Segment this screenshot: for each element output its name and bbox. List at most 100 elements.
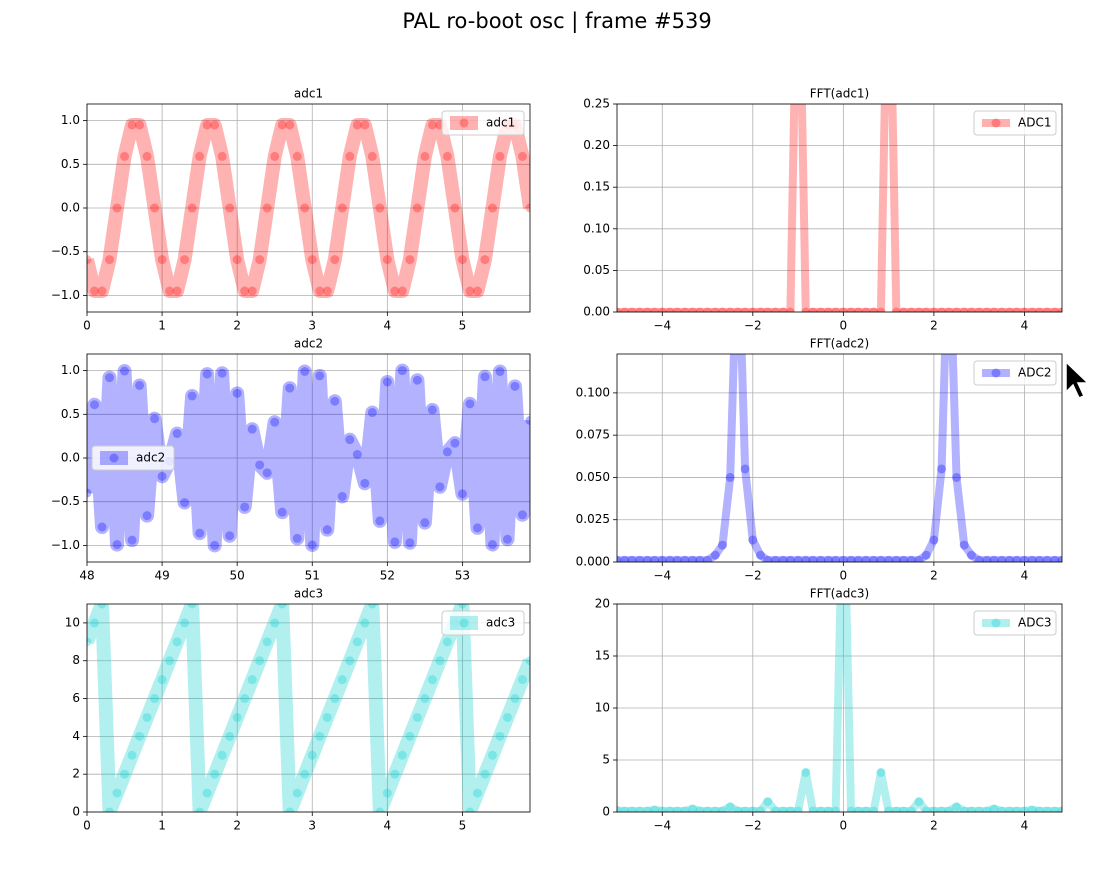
data-point	[202, 788, 212, 798]
data-point	[853, 806, 863, 812]
x-tick-label: 4	[384, 819, 392, 833]
data-point	[517, 675, 527, 685]
data-point	[435, 656, 445, 666]
data-point	[180, 255, 190, 265]
subplot-title: adc1	[294, 87, 323, 101]
data-point	[1034, 555, 1044, 562]
x-tick-label: 49	[154, 569, 169, 583]
data-point	[725, 802, 735, 812]
data-point	[420, 518, 430, 528]
data-point	[944, 806, 954, 812]
y-tick-label: 0.050	[576, 470, 610, 484]
data-point	[315, 286, 325, 296]
data-point	[876, 555, 886, 562]
x-tick-label: 3	[308, 319, 316, 333]
x-tick-label: 4	[1021, 569, 1029, 583]
data-point	[345, 656, 355, 666]
data-point	[157, 471, 167, 481]
data-point	[442, 637, 452, 647]
data-point	[1050, 555, 1060, 562]
data-point	[763, 307, 773, 312]
data-point	[959, 540, 969, 550]
data-point	[397, 366, 407, 376]
data-point	[725, 307, 735, 312]
data-point	[112, 788, 122, 798]
data-point	[360, 478, 370, 488]
data-point	[150, 414, 160, 424]
legend-label: adc1	[486, 116, 515, 130]
data-point	[778, 307, 788, 312]
data-point	[457, 489, 467, 499]
data-point	[846, 806, 856, 812]
x-tick-label: −2	[744, 569, 762, 583]
data-point	[120, 366, 130, 376]
axes-frame	[86, 603, 531, 813]
x-tick-label: 2	[930, 319, 938, 333]
data-point	[390, 769, 400, 779]
data-point	[642, 307, 652, 312]
data-point	[337, 491, 347, 501]
axes-frame	[86, 103, 531, 313]
data-point	[262, 637, 272, 647]
y-tick-label: 0.15	[583, 180, 610, 194]
data-point	[869, 806, 879, 812]
legend-box	[441, 110, 525, 136]
legend: adc1	[441, 110, 525, 136]
data-point	[480, 372, 490, 382]
x-tick-label: 51	[305, 569, 320, 583]
data-point	[262, 203, 272, 213]
data-point	[861, 806, 871, 812]
data-point	[322, 525, 332, 535]
data-point	[876, 307, 886, 312]
mouse-cursor	[1065, 360, 1090, 399]
plot-area	[87, 117, 530, 299]
y-tick-label: 15	[595, 649, 610, 663]
data-point	[906, 555, 916, 562]
data-point	[1042, 555, 1052, 562]
data-point	[680, 806, 690, 812]
data-point	[952, 307, 962, 312]
data-point	[899, 806, 909, 812]
data-point	[195, 807, 205, 812]
data-point	[952, 472, 962, 482]
data-point	[1057, 307, 1062, 312]
data-point	[1012, 555, 1022, 562]
data-point	[360, 618, 370, 628]
subplot: adc2 48 49 50 51 52 53 −1.0 −0.5 0.0 0.5 1.0 adc2	[51, 337, 531, 583]
data-point	[657, 555, 667, 562]
x-tick-label: 2	[930, 569, 938, 583]
data-point	[823, 555, 833, 562]
data-point	[277, 507, 287, 517]
legend: ADC2	[973, 360, 1057, 386]
data-point	[457, 604, 467, 609]
y-tick-label: 4	[72, 729, 80, 743]
data-point	[487, 540, 497, 550]
data-point	[899, 555, 909, 562]
axes-frame	[616, 603, 1063, 813]
data-point	[997, 555, 1007, 562]
data-point	[672, 555, 682, 562]
data-point	[285, 120, 295, 130]
data-point	[495, 731, 505, 741]
data-point	[345, 435, 355, 445]
data-point	[831, 307, 841, 312]
data-point	[142, 151, 152, 161]
data-point	[627, 307, 637, 312]
data-point	[620, 806, 630, 812]
data-point	[710, 550, 720, 560]
x-tick-label: 0	[840, 819, 848, 833]
data-point	[465, 807, 475, 812]
data-point	[876, 767, 886, 777]
data-point	[899, 307, 909, 312]
data-point	[672, 806, 682, 812]
data-point	[1019, 555, 1029, 562]
data-point	[232, 388, 242, 398]
data-point	[367, 151, 377, 161]
data-point	[627, 806, 637, 812]
data-point	[808, 806, 818, 812]
data-point	[853, 307, 863, 312]
data-point	[480, 255, 490, 265]
subplot-title: adc2	[294, 337, 323, 351]
legend-label: adc2	[136, 451, 165, 465]
data-point	[801, 307, 811, 312]
